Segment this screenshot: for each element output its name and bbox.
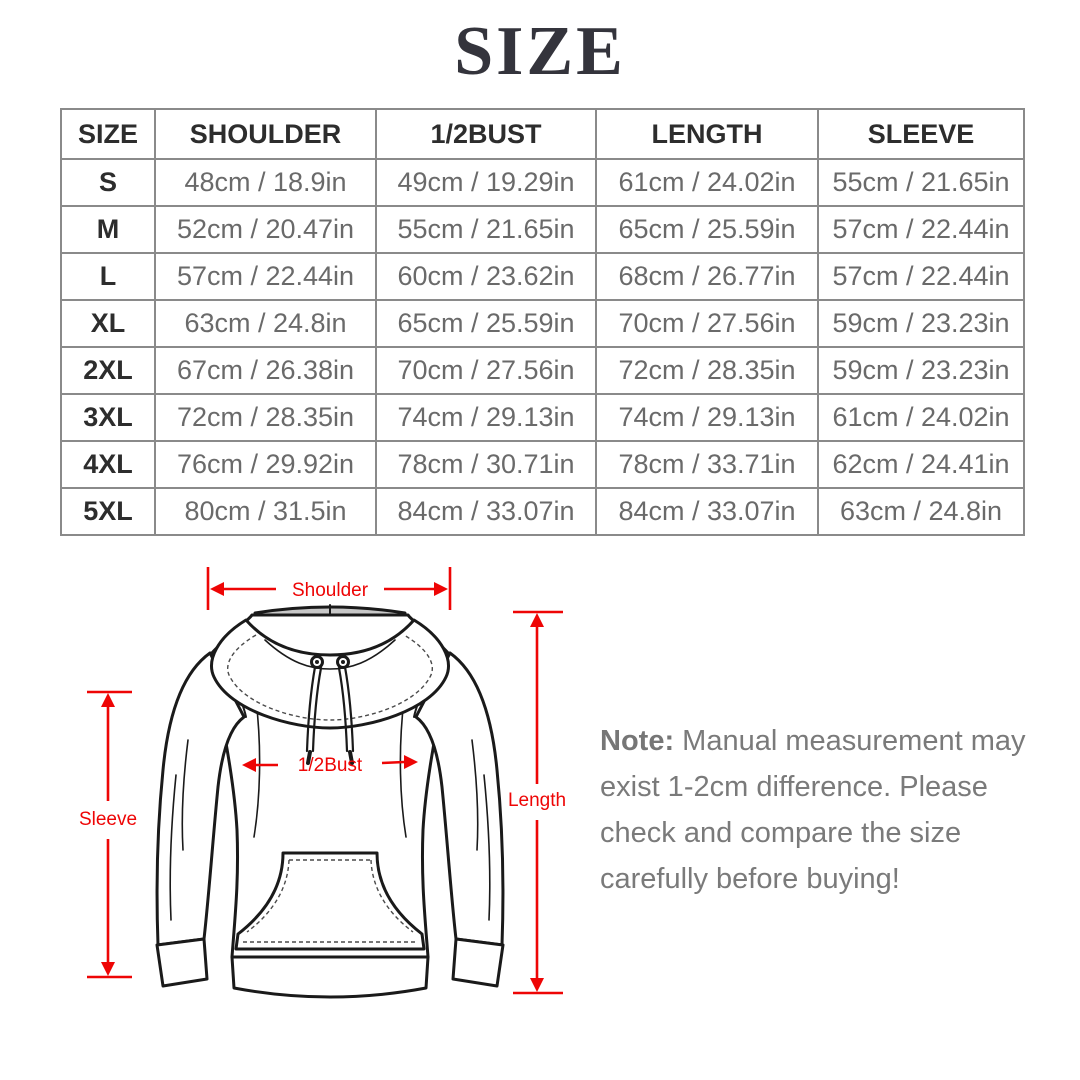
length-measure: Length	[508, 610, 566, 995]
shoulder-cell: 63cm / 24.8in	[154, 299, 377, 348]
length-cell: 65cm / 25.59in	[595, 205, 819, 254]
table-row: M 52cm / 20.47in 55cm / 21.65in 65cm / 2…	[60, 205, 1025, 254]
length-cell: 84cm / 33.07in	[595, 487, 819, 536]
note-line: check and compare the size	[600, 817, 962, 849]
bust-cell: 74cm / 29.13in	[375, 393, 597, 442]
col-header-size: SIZE	[60, 108, 156, 160]
shoulder-measure-label: Shoulder	[292, 580, 369, 601]
sleeve-cell: 57cm / 22.44in	[817, 252, 1025, 301]
right-cuff	[451, 937, 505, 988]
hoodie-line-drawing: Shoulder 1/2Bust Sleeve	[79, 567, 566, 999]
size-cell: 3XL	[60, 393, 156, 442]
hood-collar	[210, 618, 450, 730]
table-row: 2XL 67cm / 26.38in 70cm / 27.56in 72cm /…	[60, 346, 1025, 395]
table-row: XL 63cm / 24.8in 65cm / 25.59in 70cm / 2…	[60, 299, 1025, 348]
length-cell: 61cm / 24.02in	[595, 158, 819, 207]
sleeve-cell: 62cm / 24.41in	[817, 440, 1025, 489]
col-header-sleeve: SLEEVE	[817, 108, 1025, 160]
bust-cell: 49cm / 19.29in	[375, 158, 597, 207]
note-text: Manual measurement may	[682, 725, 1026, 757]
size-cell: 5XL	[60, 487, 156, 536]
length-cell: 78cm / 33.71in	[595, 440, 819, 489]
hem-band	[230, 955, 430, 999]
size-cell: XL	[60, 299, 156, 348]
sleeve-cell: 57cm / 22.44in	[817, 205, 1025, 254]
table-row: 4XL 76cm / 29.92in 78cm / 30.71in 78cm /…	[60, 440, 1025, 489]
size-chart-table: SIZE SHOULDER 1/2BUST LENGTH SLEEVE S 48…	[60, 108, 1025, 536]
bust-cell: 70cm / 27.56in	[375, 346, 597, 395]
bust-measure: 1/2Bust	[242, 755, 418, 776]
bust-cell: 84cm / 33.07in	[375, 487, 597, 536]
length-cell: 72cm / 28.35in	[595, 346, 819, 395]
left-drawstring	[305, 665, 317, 753]
col-header-shoulder: SHOULDER	[154, 108, 377, 160]
shoulder-cell: 76cm / 29.92in	[154, 440, 377, 489]
sleeve-measure-label: Sleeve	[79, 809, 137, 830]
shoulder-cell: 80cm / 31.5in	[154, 487, 377, 536]
col-header-length: LENGTH	[595, 108, 819, 160]
sleeve-cell: 63cm / 24.8in	[817, 487, 1025, 536]
bust-measure-label: 1/2Bust	[298, 755, 363, 776]
bust-cell: 60cm / 23.62in	[375, 252, 597, 301]
bust-cell: 65cm / 25.59in	[375, 299, 597, 348]
note-line: Note: Manual measurement may	[600, 718, 1050, 764]
note-label: Note:	[600, 725, 675, 757]
length-measure-label: Length	[508, 790, 566, 811]
hoodie-measurement-diagram: Shoulder 1/2Bust Sleeve	[60, 565, 580, 1025]
note-line: exist 1-2cm difference. Please	[600, 771, 988, 803]
shoulder-cell: 72cm / 28.35in	[154, 393, 377, 442]
shoulder-cell: 52cm / 20.47in	[154, 205, 377, 254]
shoulder-cell: 67cm / 26.38in	[154, 346, 377, 395]
bust-cell: 78cm / 30.71in	[375, 440, 597, 489]
sleeve-measure: Sleeve	[79, 690, 137, 979]
length-cell: 68cm / 26.77in	[595, 252, 819, 301]
shoulder-cell: 48cm / 18.9in	[154, 158, 377, 207]
length-cell: 70cm / 27.56in	[595, 299, 819, 348]
table-header-row: SIZE SHOULDER 1/2BUST LENGTH SLEEVE	[60, 108, 1025, 160]
sleeve-cell: 59cm / 23.23in	[817, 346, 1025, 395]
shoulder-cell: 57cm / 22.44in	[154, 252, 377, 301]
page-title: SIZE	[454, 13, 626, 90]
shoulder-measure: Shoulder	[206, 567, 452, 610]
measurement-note: Note: Manual measurement may exist 1-2cm…	[600, 718, 1050, 902]
sleeve-cell: 55cm / 21.65in	[817, 158, 1025, 207]
right-sleeve	[414, 651, 505, 947]
sleeve-cell: 61cm / 24.02in	[817, 393, 1025, 442]
size-cell: M	[60, 205, 156, 254]
sleeve-cell: 59cm / 23.23in	[817, 299, 1025, 348]
table-row: 3XL 72cm / 28.35in 74cm / 29.13in 74cm /…	[60, 393, 1025, 442]
bust-cell: 55cm / 21.65in	[375, 205, 597, 254]
left-cuff	[155, 937, 209, 988]
right-drawstring	[343, 665, 355, 753]
col-header-bust: 1/2BUST	[375, 108, 597, 160]
length-cell: 74cm / 29.13in	[595, 393, 819, 442]
table-row: L 57cm / 22.44in 60cm / 23.62in 68cm / 2…	[60, 252, 1025, 301]
size-cell: S	[60, 158, 156, 207]
size-cell: 2XL	[60, 346, 156, 395]
kangaroo-pocket	[234, 851, 426, 951]
left-sleeve	[155, 651, 246, 947]
size-cell: 4XL	[60, 440, 156, 489]
note-line: carefully before buying!	[600, 863, 900, 895]
size-cell: L	[60, 252, 156, 301]
table-row: 5XL 80cm / 31.5in 84cm / 33.07in 84cm / …	[60, 487, 1025, 536]
table-row: S 48cm / 18.9in 49cm / 19.29in 61cm / 24…	[60, 158, 1025, 207]
